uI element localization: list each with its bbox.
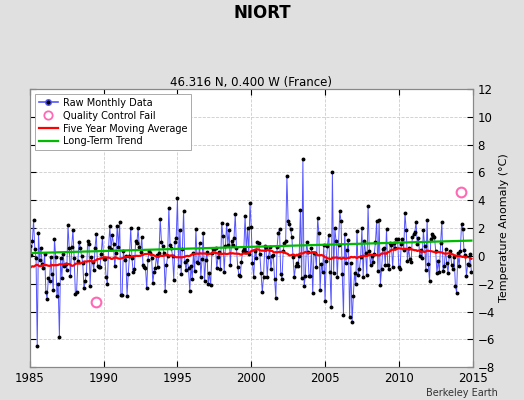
Y-axis label: Temperature Anomaly (°C): Temperature Anomaly (°C) — [499, 154, 509, 302]
Title: 46.316 N, 0.400 W (France): 46.316 N, 0.400 W (France) — [170, 76, 332, 89]
Text: Berkeley Earth: Berkeley Earth — [426, 388, 498, 398]
Legend: Raw Monthly Data, Quality Control Fail, Five Year Moving Average, Long-Term Tren: Raw Monthly Data, Quality Control Fail, … — [35, 94, 191, 150]
Text: NIORT: NIORT — [233, 4, 291, 22]
